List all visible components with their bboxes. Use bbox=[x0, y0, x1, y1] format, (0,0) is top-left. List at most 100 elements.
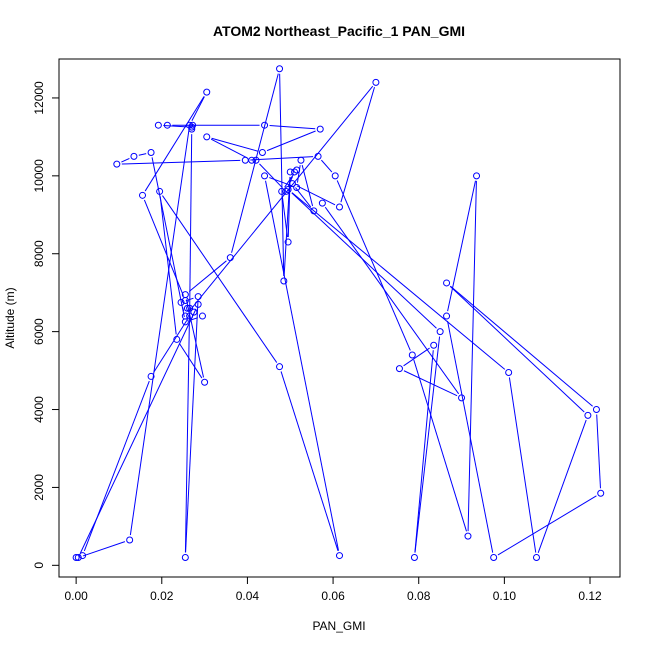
series-segment bbox=[291, 192, 506, 370]
data-point bbox=[181, 554, 189, 562]
data-point bbox=[74, 554, 82, 562]
series-segment bbox=[414, 336, 441, 553]
series-segment bbox=[449, 286, 585, 413]
series-segment bbox=[151, 157, 185, 318]
data-point bbox=[177, 298, 185, 306]
data-point bbox=[458, 394, 466, 402]
series-segment bbox=[336, 180, 411, 351]
series-segment bbox=[188, 260, 227, 292]
series-segment bbox=[414, 350, 434, 553]
data-point bbox=[147, 372, 155, 380]
series-segment bbox=[153, 319, 188, 373]
data-point bbox=[293, 184, 301, 192]
data-point bbox=[147, 148, 155, 156]
data-point bbox=[276, 65, 284, 73]
data-point bbox=[490, 554, 498, 562]
data-point bbox=[186, 304, 194, 312]
series-segment bbox=[279, 73, 285, 277]
data-point bbox=[156, 187, 164, 195]
data-point bbox=[188, 125, 196, 133]
data-point bbox=[201, 378, 209, 386]
data-point bbox=[241, 156, 249, 164]
series-segment bbox=[413, 359, 467, 532]
data-point bbox=[443, 279, 451, 287]
data-point bbox=[194, 293, 202, 301]
x-tick-label: 0.10 bbox=[493, 589, 517, 603]
data-point bbox=[186, 312, 194, 320]
data-point bbox=[139, 191, 147, 199]
series-segment bbox=[295, 187, 312, 208]
series-segment bbox=[324, 206, 460, 395]
data-point bbox=[473, 172, 481, 180]
series-segment bbox=[185, 299, 205, 378]
data-point bbox=[186, 121, 194, 129]
series-segment bbox=[210, 138, 248, 159]
series-segment bbox=[211, 137, 258, 152]
data-point bbox=[532, 554, 540, 562]
series-segment bbox=[497, 495, 597, 556]
data-point bbox=[226, 254, 234, 262]
data-point bbox=[505, 369, 513, 377]
series-segment bbox=[340, 87, 375, 203]
data-point bbox=[181, 312, 189, 320]
data-point bbox=[395, 365, 403, 373]
x-tick-label: 0.04 bbox=[236, 589, 260, 603]
series-segment bbox=[266, 130, 316, 152]
data-point bbox=[261, 121, 269, 129]
y-tick-label: 6000 bbox=[32, 318, 46, 345]
series-segment bbox=[185, 301, 199, 553]
series-segment bbox=[508, 377, 537, 553]
data-point bbox=[183, 304, 191, 312]
series-segment bbox=[403, 347, 430, 367]
series-segment bbox=[296, 165, 301, 183]
series-segment bbox=[269, 177, 293, 187]
data-point bbox=[443, 312, 451, 320]
series-segment bbox=[321, 159, 333, 173]
series-segment bbox=[163, 125, 187, 128]
series-segment bbox=[129, 130, 190, 536]
data-point bbox=[252, 156, 260, 164]
data-point bbox=[336, 552, 343, 560]
series-layer bbox=[72, 65, 605, 562]
data-point bbox=[280, 277, 288, 285]
data-point bbox=[261, 172, 269, 180]
series-segment bbox=[189, 134, 193, 312]
data-point bbox=[72, 554, 80, 562]
data-point bbox=[464, 532, 472, 540]
data-point bbox=[286, 168, 294, 176]
y-tick-label: 0 bbox=[32, 562, 46, 569]
data-point bbox=[198, 312, 206, 320]
series-segment bbox=[450, 285, 593, 407]
data-point bbox=[258, 148, 266, 156]
data-point bbox=[284, 185, 292, 193]
y-tick-label: 4000 bbox=[32, 396, 46, 423]
series-segment bbox=[83, 380, 150, 552]
data-point bbox=[79, 552, 87, 560]
data-point bbox=[113, 160, 121, 168]
series-segment bbox=[189, 317, 198, 321]
data-point bbox=[293, 166, 301, 174]
series-segment bbox=[144, 96, 205, 192]
data-point bbox=[188, 123, 196, 131]
data-point bbox=[436, 328, 444, 336]
data-point bbox=[278, 187, 286, 195]
x-axis-label: PAN_GMI bbox=[312, 619, 365, 633]
series-segment bbox=[269, 125, 316, 130]
plot-frame bbox=[58, 58, 621, 578]
data-point bbox=[130, 152, 138, 160]
data-point bbox=[203, 133, 211, 141]
x-tick-label: 0.02 bbox=[150, 589, 174, 603]
data-point bbox=[181, 296, 189, 304]
x-tick-label: 0.00 bbox=[64, 589, 88, 603]
chart-title: ATOM2 Northeast_Pacific_1 PAN_GMI bbox=[213, 23, 465, 39]
data-point bbox=[408, 351, 416, 359]
data-point bbox=[282, 187, 290, 195]
series-segment bbox=[138, 153, 147, 156]
data-point bbox=[288, 180, 296, 188]
data-point bbox=[336, 203, 343, 211]
series-segment bbox=[447, 320, 494, 553]
y-axis-label: Altitude (m) bbox=[3, 287, 17, 348]
series-segment bbox=[265, 180, 340, 551]
series-segment bbox=[162, 195, 278, 363]
data-point bbox=[126, 536, 134, 544]
